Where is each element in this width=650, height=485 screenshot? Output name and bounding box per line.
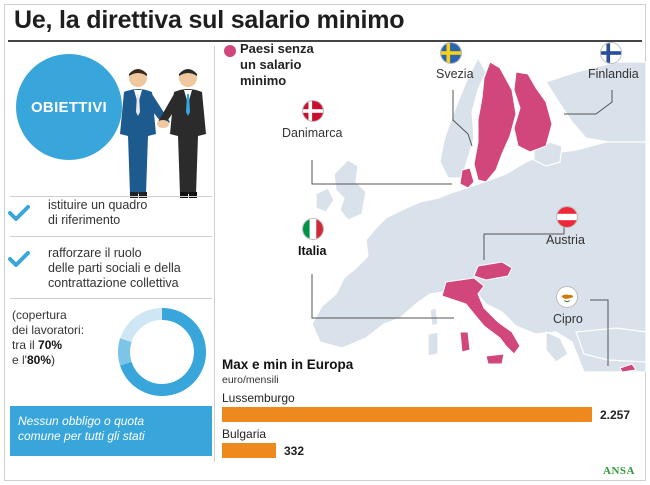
country-label-cyprus: Cipro [553,312,583,326]
land-ireland [315,187,335,213]
checkmark-icon [8,251,30,267]
objective-line: di riferimento [48,213,121,227]
chart-subtitle: euro/mensili [222,374,279,386]
land-mainland [311,137,646,372]
connector-cyprus [590,299,609,366]
land-east [545,61,646,143]
objectives-divider [10,196,212,197]
country-sweden [473,61,517,183]
coverage-max-value: 80% [26,353,51,367]
europe-map [311,56,646,372]
flag-austria-icon [556,206,578,228]
flag-cyprus-icon [556,286,578,308]
coverage-min-value: 70% [38,338,63,352]
country-label-denmark: Danimarca [282,126,343,140]
flag-italy-icon [302,218,324,240]
donut-arc-range [118,338,132,366]
coverage-line: (copertura [12,308,67,322]
map-legend: Paesi senza un salario minimo [240,41,340,89]
objective-line: contrattazione collettiva [48,276,179,290]
coverage-donut [118,308,206,396]
coverage-line: e l'80%) [12,353,122,368]
bar-category-label: Bulgaria [222,427,267,441]
objectives-divider [10,298,212,299]
objectives-divider [10,236,212,237]
legend-line: minimo [240,73,287,88]
country-label-austria: Austria [546,233,585,247]
land-turkey [575,327,646,363]
bar-lussemburgo [222,407,592,422]
coverage-suffix: ) [51,353,55,367]
connector-austria [483,224,565,260]
land-corsica [429,307,439,327]
note-box: Nessun obbligo o quota comune per tutti … [10,406,212,456]
legend-line: Paesi senza [240,41,314,56]
title-divider [8,40,642,42]
bar-bulgaria [222,443,276,458]
objective-line: rafforzare il ruolo [48,246,142,260]
connector-italy [311,274,454,319]
checkmark-icon [8,205,30,221]
coverage-line: tra il 70% [12,338,122,353]
land-sardinia [427,331,439,357]
country-finland [513,71,553,153]
bar-value-label: 2.257 [600,408,631,422]
connector-denmark [311,160,452,185]
country-label-sweden: Svezia [436,67,474,81]
ansa-logo: ANSA [603,465,635,477]
flag-sweden-icon [440,42,462,64]
note-line: comune per tutti gli stati [18,429,145,443]
panel-separator [214,46,215,462]
objective-line: delle parti sociali e della [48,261,181,275]
bar-category-label: Lussemburgo [222,391,295,405]
objective-item: istituire un quadro di riferimento [48,198,147,228]
bar-value-label: 332 [284,444,305,458]
flag-denmark-icon [302,100,324,122]
connector-sweden [452,90,473,147]
objectives-badge: OBIETTIVI [16,54,122,160]
legend-line: un salario [240,57,302,72]
country-austria [473,261,513,281]
flag-finland-icon [600,42,622,64]
legend-swatch [224,45,236,57]
note-line: Nessun obbligo o quota [18,414,145,428]
land-uk [333,159,367,221]
coverage-line: dei lavoratori: [12,323,85,337]
handshake-icon [120,69,206,198]
objectives-label: OBIETTIVI [30,98,108,116]
country-label-finland: Finlandia [588,67,639,81]
donut-arc-min [120,308,206,396]
connector-finland [564,90,613,115]
page-title: Ue, la direttiva sul salario minimo [14,6,405,34]
objective-item: rafforzare il ruolo delle parti sociali … [48,246,181,291]
country-sardinia-it [459,331,471,353]
land-greece [545,331,569,363]
objective-line: istituire un quadro [48,198,148,212]
country-label-italy: Italia [298,244,327,258]
chart-title: Max e min in Europa [222,357,354,372]
coverage-text: (copertura dei lavoratori: tra il 70% e … [12,308,122,368]
coverage-prefix: tra il [12,338,39,352]
country-italy [441,277,521,355]
country-denmark [459,167,475,189]
objectives-panel: OBIETTIVI istituire un quadro di riferim… [8,46,212,462]
country-cyprus [619,363,637,372]
country-sicily [485,353,505,365]
coverage-prefix: e l' [12,353,27,367]
